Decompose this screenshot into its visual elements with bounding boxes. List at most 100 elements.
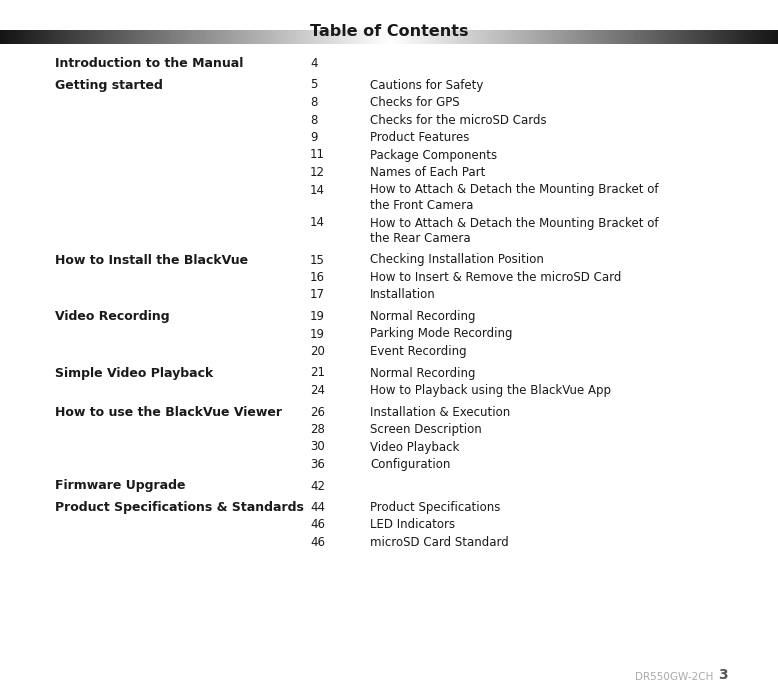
Bar bbox=[555, 30, 558, 44]
Bar bbox=[254, 30, 258, 44]
Bar bbox=[482, 30, 485, 44]
Text: Package Components: Package Components bbox=[370, 149, 497, 161]
Bar bbox=[70, 30, 73, 44]
Bar bbox=[127, 30, 130, 44]
Bar bbox=[296, 30, 299, 44]
Bar bbox=[412, 30, 415, 44]
Bar bbox=[93, 30, 96, 44]
Bar bbox=[480, 30, 483, 44]
Bar bbox=[280, 30, 283, 44]
Bar bbox=[33, 30, 37, 44]
Bar bbox=[303, 30, 307, 44]
Bar bbox=[721, 30, 724, 44]
Bar bbox=[311, 30, 314, 44]
Bar bbox=[379, 30, 382, 44]
Bar bbox=[275, 30, 278, 44]
Text: 44: 44 bbox=[310, 501, 325, 514]
Bar bbox=[239, 30, 242, 44]
Bar bbox=[692, 30, 696, 44]
Bar bbox=[327, 30, 330, 44]
Text: 24: 24 bbox=[310, 384, 325, 397]
Bar bbox=[620, 30, 623, 44]
Bar bbox=[617, 30, 620, 44]
Bar bbox=[446, 30, 449, 44]
Bar bbox=[469, 30, 472, 44]
Bar bbox=[384, 30, 387, 44]
Bar bbox=[163, 30, 166, 44]
Text: 21: 21 bbox=[310, 367, 325, 379]
Bar bbox=[208, 30, 211, 44]
Bar bbox=[41, 30, 44, 44]
Bar bbox=[581, 30, 584, 44]
Bar bbox=[381, 30, 384, 44]
Bar bbox=[122, 30, 125, 44]
Bar bbox=[638, 30, 641, 44]
Bar bbox=[682, 30, 685, 44]
Bar bbox=[467, 30, 470, 44]
Bar bbox=[402, 30, 405, 44]
Text: 5: 5 bbox=[310, 78, 317, 91]
Bar bbox=[529, 30, 532, 44]
Bar bbox=[111, 30, 114, 44]
Bar bbox=[363, 30, 366, 44]
Bar bbox=[449, 30, 452, 44]
Bar bbox=[44, 30, 47, 44]
Bar bbox=[49, 30, 52, 44]
Bar bbox=[335, 30, 338, 44]
Bar bbox=[671, 30, 675, 44]
Bar bbox=[138, 30, 141, 44]
Bar bbox=[405, 30, 408, 44]
Bar bbox=[737, 30, 740, 44]
Bar bbox=[646, 30, 649, 44]
Bar bbox=[314, 30, 317, 44]
Bar bbox=[594, 30, 597, 44]
Text: How to Attach & Detach the Mounting Bracket of: How to Attach & Detach the Mounting Brac… bbox=[370, 183, 658, 197]
Bar bbox=[597, 30, 600, 44]
Bar bbox=[477, 30, 480, 44]
Bar bbox=[768, 30, 771, 44]
Bar bbox=[99, 30, 102, 44]
Bar bbox=[407, 30, 410, 44]
Bar bbox=[461, 30, 464, 44]
Text: DR550GW-2CH: DR550GW-2CH bbox=[635, 672, 713, 682]
Bar bbox=[319, 30, 322, 44]
Bar bbox=[589, 30, 592, 44]
Text: Introduction to the Manual: Introduction to the Manual bbox=[55, 57, 244, 70]
Bar bbox=[521, 30, 524, 44]
Bar bbox=[710, 30, 713, 44]
Bar bbox=[757, 30, 760, 44]
Text: Cautions for Safety: Cautions for Safety bbox=[370, 78, 483, 91]
Text: 4: 4 bbox=[310, 57, 317, 70]
Bar bbox=[508, 30, 511, 44]
Bar bbox=[290, 30, 293, 44]
Bar bbox=[212, 30, 216, 44]
Bar bbox=[568, 30, 571, 44]
Bar bbox=[62, 30, 65, 44]
Bar bbox=[26, 30, 29, 44]
Bar bbox=[591, 30, 594, 44]
Bar bbox=[8, 30, 11, 44]
Bar bbox=[145, 30, 149, 44]
Bar bbox=[426, 30, 429, 44]
Bar bbox=[192, 30, 195, 44]
Bar bbox=[570, 30, 573, 44]
Bar bbox=[65, 30, 68, 44]
Bar bbox=[119, 30, 122, 44]
Bar bbox=[698, 30, 701, 44]
Bar bbox=[527, 30, 530, 44]
Bar bbox=[288, 30, 291, 44]
Bar bbox=[625, 30, 628, 44]
Bar bbox=[643, 30, 647, 44]
Text: 26: 26 bbox=[310, 406, 325, 419]
Bar bbox=[773, 30, 776, 44]
Bar bbox=[373, 30, 377, 44]
Bar bbox=[651, 30, 654, 44]
Text: Simple Video Playback: Simple Video Playback bbox=[55, 367, 213, 379]
Bar bbox=[13, 30, 16, 44]
Bar bbox=[371, 30, 374, 44]
Text: Firmware Upgrade: Firmware Upgrade bbox=[55, 480, 185, 493]
Bar bbox=[96, 30, 99, 44]
Bar bbox=[496, 30, 499, 44]
Bar bbox=[607, 30, 610, 44]
Bar bbox=[267, 30, 270, 44]
